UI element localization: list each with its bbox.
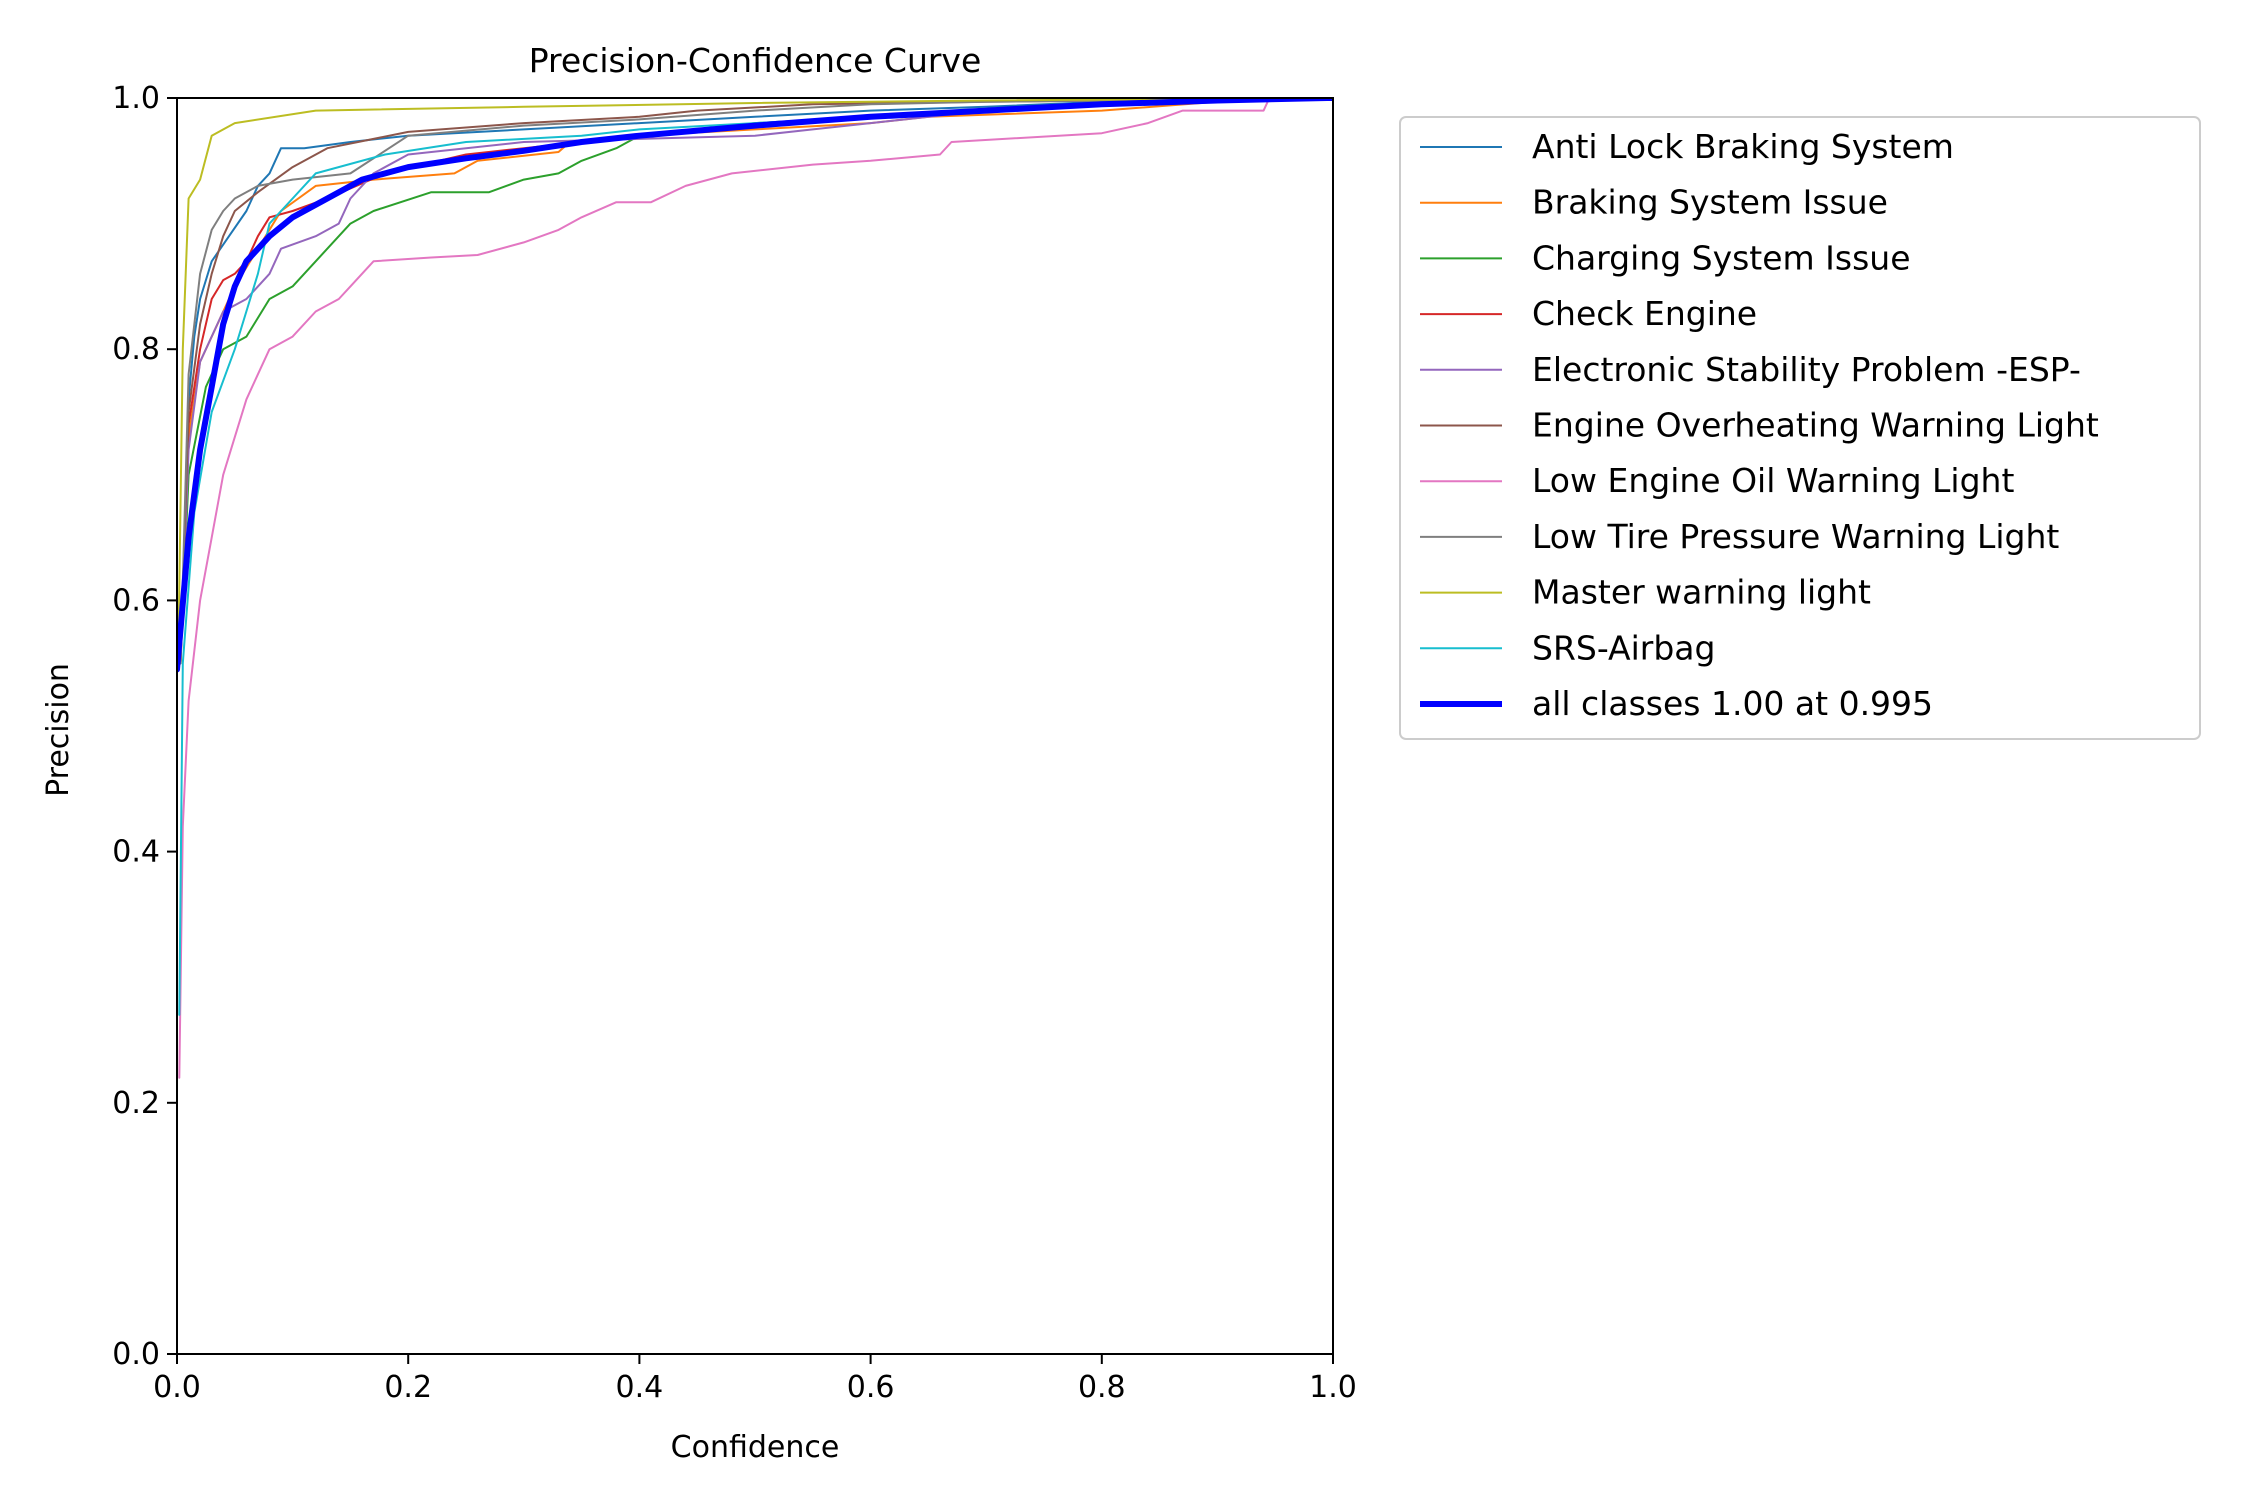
legend-label: Low Tire Pressure Warning Light	[1532, 517, 2059, 556]
y-tick-label: 0.8	[112, 332, 160, 367]
y-axis-label: Precision	[41, 663, 76, 797]
legend-label: SRS-Airbag	[1532, 628, 1715, 667]
series-line-5	[179, 98, 1333, 665]
legend-label: Master warning light	[1532, 573, 1871, 612]
x-tick-label: 0.4	[616, 1370, 664, 1405]
series-line-10	[177, 98, 1333, 673]
x-tick-label: 0.6	[847, 1370, 895, 1405]
legend-items: Anti Lock Braking System Braking System I…	[1420, 127, 2099, 723]
chart-title: Precision-Confidence Curve	[529, 41, 982, 80]
y-tick-label: 1.0	[112, 81, 160, 116]
legend-label: Electronic Stability Problem -ESP-	[1532, 350, 2081, 389]
series-line-8	[177, 98, 1333, 665]
series-line-4	[179, 98, 1333, 665]
legend-label: Check Engine	[1532, 294, 1757, 333]
series-line-6	[178, 98, 1333, 1079]
y-tick-label: 0.4	[112, 835, 160, 870]
y-tick-label: 0.6	[112, 583, 160, 618]
x-axis: 0.0 0.2 0.4 0.6 0.8 1.0	[153, 1354, 1357, 1405]
y-tick-label: 0.0	[112, 1337, 160, 1372]
y-tick-label: 0.2	[112, 1086, 160, 1121]
legend: Anti Lock Braking System Braking System I…	[1399, 116, 2201, 740]
series-line-0	[179, 98, 1333, 665]
legend-label: Anti Lock Braking System	[1532, 127, 1954, 166]
x-tick-label: 0.2	[384, 1370, 432, 1405]
x-axis-label: Confidence	[671, 1430, 840, 1465]
legend-label: Braking System Issue	[1532, 183, 1888, 222]
plot-area	[176, 97, 1334, 1355]
legend-label: Low Engine Oil Warning Light	[1532, 461, 2014, 500]
x-tick-label: 0.8	[1078, 1370, 1126, 1405]
x-tick-label: 1.0	[1309, 1370, 1357, 1405]
series-layer	[177, 98, 1333, 1079]
plot-frame	[176, 97, 1334, 1355]
y-axis: 0.0 0.2 0.4 0.6 0.8 1.0	[112, 81, 177, 1372]
legend-label: all classes 1.00 at 0.995	[1532, 684, 1933, 723]
legend-label: Charging System Issue	[1532, 238, 1911, 277]
legend-frame	[1399, 116, 2201, 740]
series-line-7	[179, 98, 1333, 665]
x-tick-label: 0.0	[153, 1370, 201, 1405]
legend-label: Engine Overheating Warning Light	[1532, 406, 2099, 445]
